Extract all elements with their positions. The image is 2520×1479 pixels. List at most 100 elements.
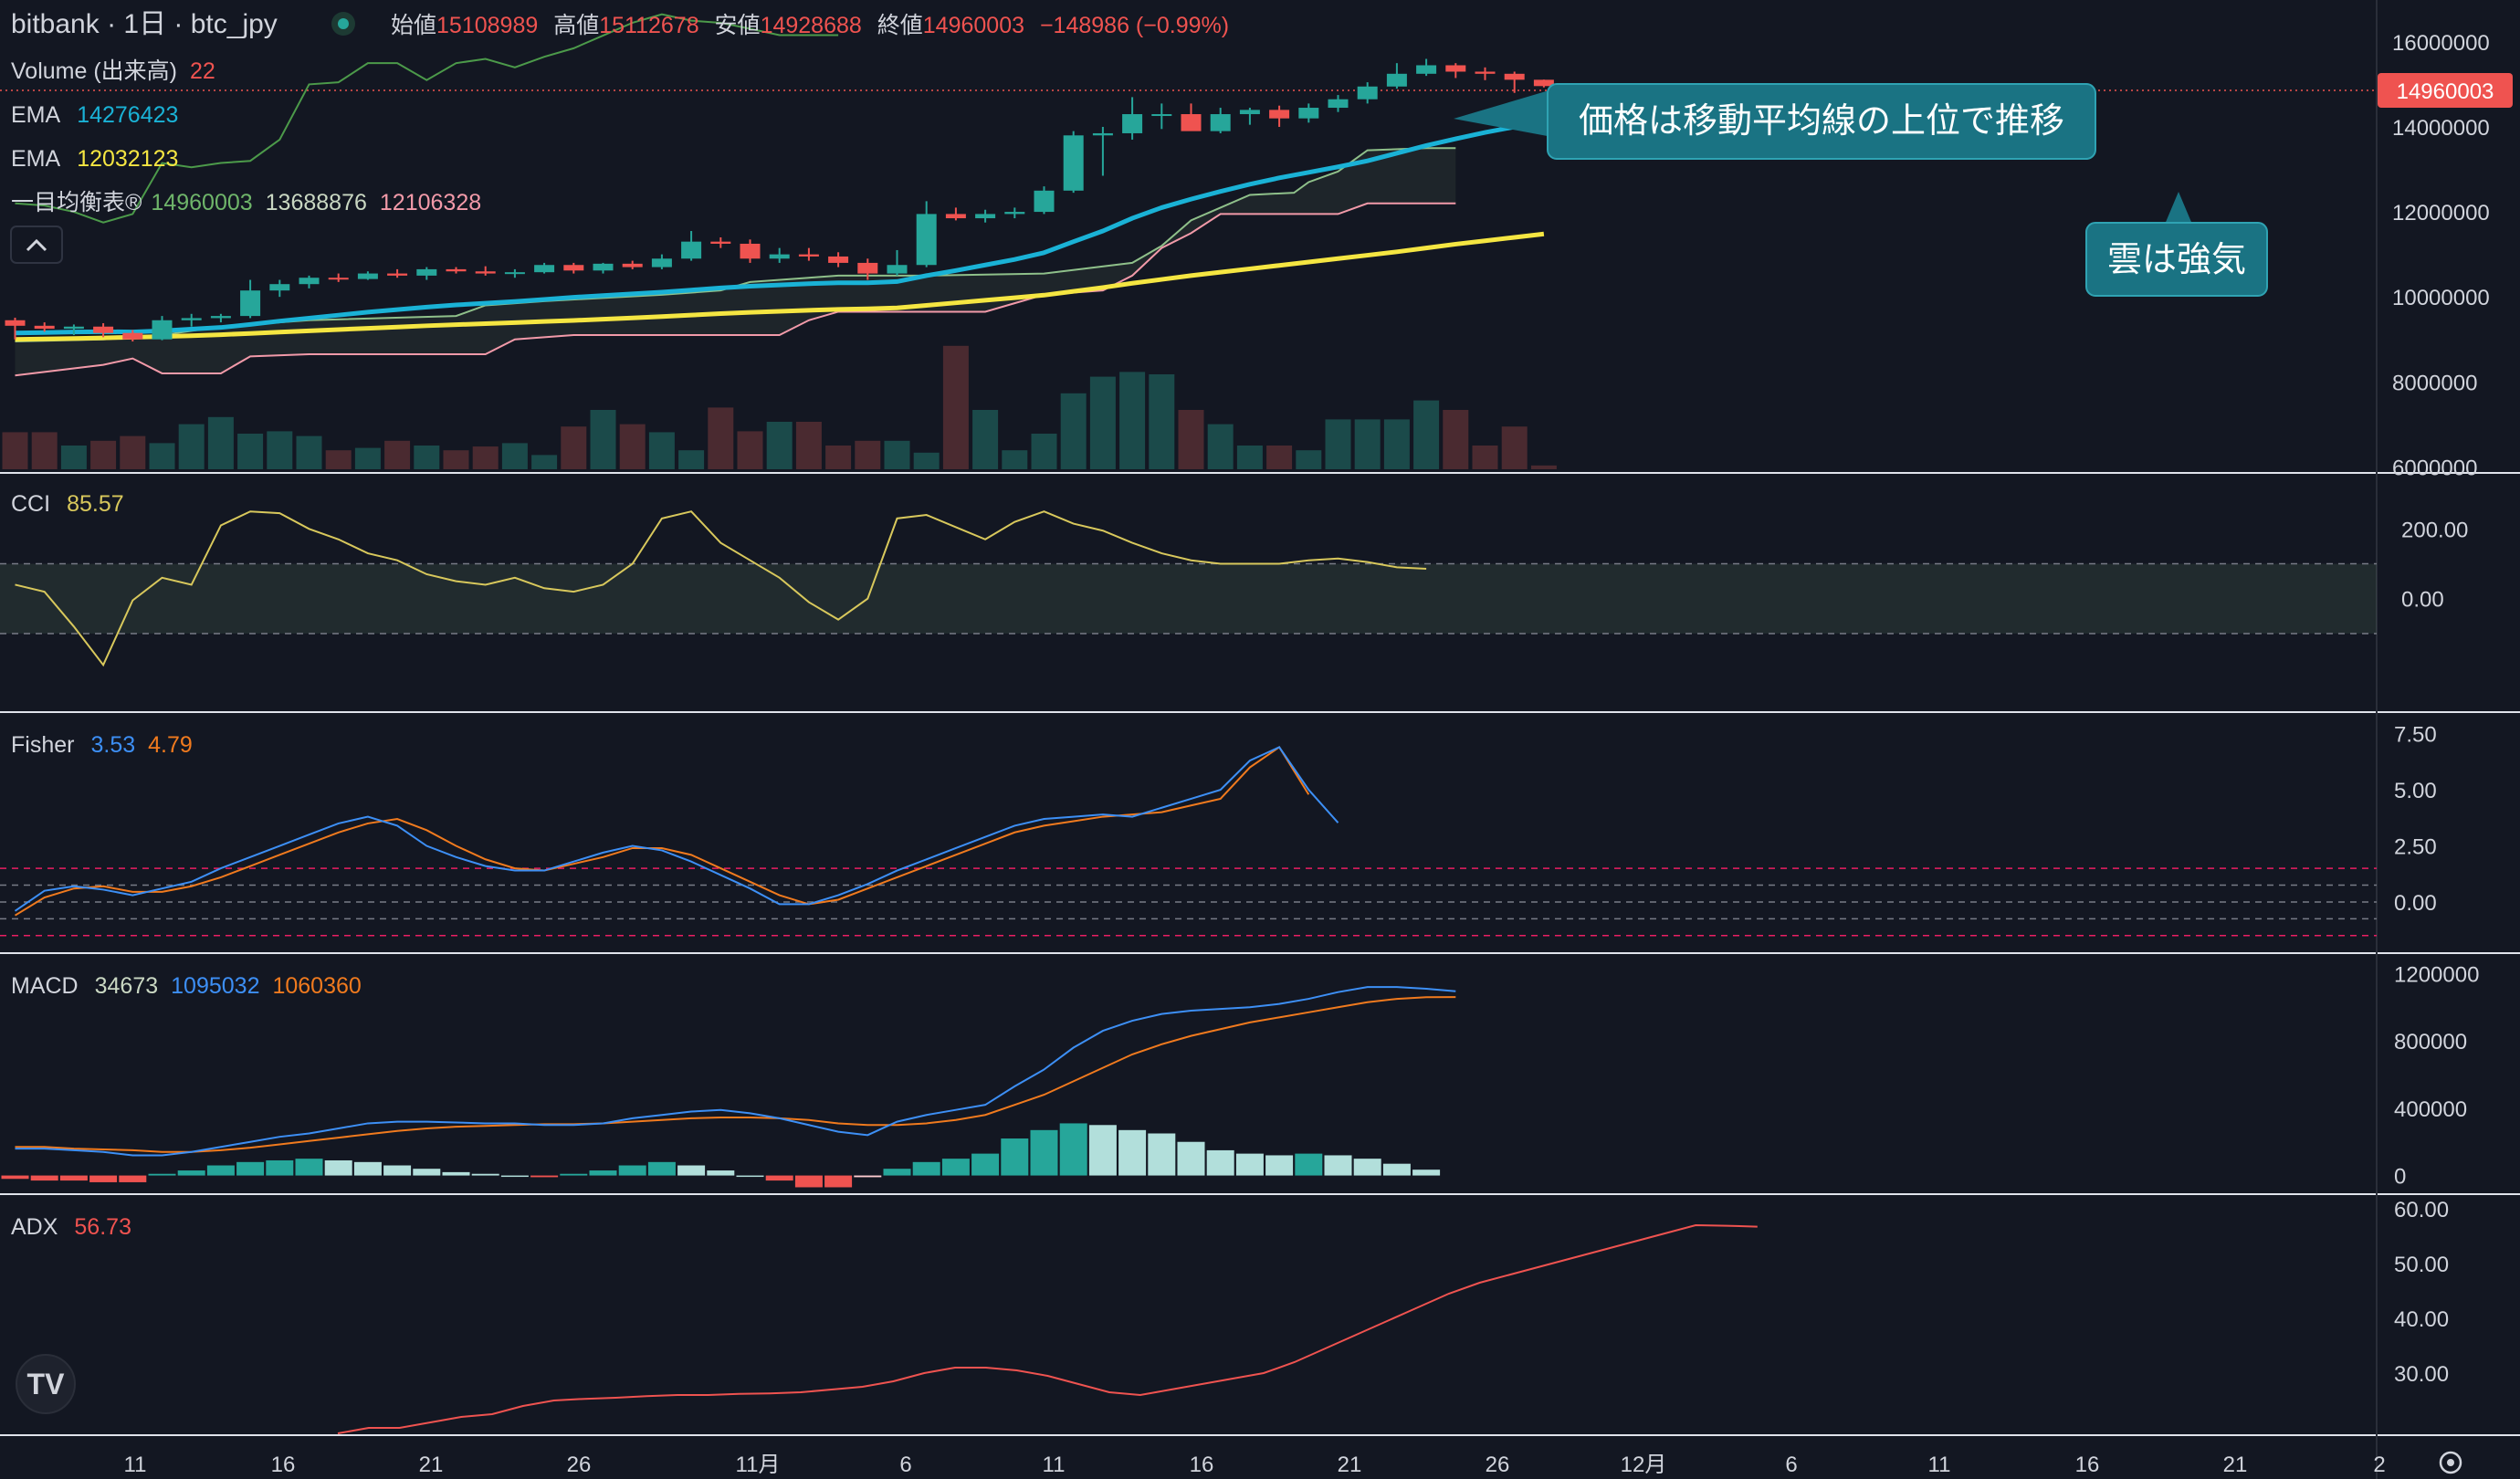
volume-bar [354,447,381,469]
macd-histogram-bar [353,1161,382,1176]
volume-bar [1354,419,1381,469]
ichimoku-legend-value-2: 13688876 [266,190,367,215]
candle-body [887,265,908,274]
candle-body [240,290,261,317]
callout-cloud-bullish[interactable]: 雲は強気 [2085,192,2268,297]
volume-bar [1119,372,1146,469]
candle-body [475,271,496,274]
candle-body [1063,135,1084,191]
time-axis-tick-label: 6 [899,1453,911,1477]
time-axis-tick-label: 16 [1190,1453,1214,1477]
volume-bar [1296,450,1322,469]
candle-body [5,320,26,326]
volume-bar [678,450,705,469]
tradingview-logo[interactable]: TV [16,1354,76,1414]
macd-histogram-bar [854,1175,882,1178]
volume-bar [31,432,58,469]
adx-legend-label: ADX [11,1214,58,1240]
svg-text:Volume (出来高)22[interactable]: Volume (出来高) 22 [11,58,215,84]
candle-body [1475,71,1496,74]
volume-bar [296,435,322,469]
macd-pane[interactable] [1,986,1456,1188]
candle-body [651,258,672,267]
candle-body [504,272,525,275]
candle-body [1210,114,1231,131]
svg-text:bitbank · 1日 · btc_jpy: bitbank · 1日 · btc_jpy [11,9,278,39]
ema-slow-line [15,231,1545,342]
volume-bar [443,450,469,469]
close-label: 終値 [877,13,923,38]
fisher-pane[interactable] [0,745,2377,937]
volume-bar [884,440,910,469]
macd-histogram-bar [177,1170,205,1176]
adx-legend-value: 56.73 [74,1214,131,1240]
volume-bar [149,443,175,469]
adx-pane[interactable] [337,1223,1758,1434]
volume-bar [708,407,734,469]
time-axis-tick-label: 11月 [736,1453,781,1477]
adx-axis-tick-label: 60.00 [2394,1198,2449,1222]
macd-axis-tick-label: 400000 [2394,1097,2467,1122]
time-axis-tick-label: 11 [1043,1453,1066,1477]
macd-histogram-bar [1001,1138,1029,1176]
macd-signal-line [15,996,1456,1153]
time-axis-tick-label: 16 [271,1453,296,1477]
candle-body [1239,110,1260,115]
volume-bar [1413,400,1440,469]
time-axis-tick-label: 26 [567,1453,592,1477]
macd-histogram-bar [59,1175,88,1181]
ichimoku-span-b [15,202,1456,377]
candle-body [1416,65,1437,74]
current-price-tag-text: 14960003 [2397,79,2494,104]
time-axis-tick-label: 6 [1785,1453,1797,1477]
callout-price-above-ma-text: 価格は移動平均線の上位で推移 [1579,102,2064,141]
macd-histogram-bar [1324,1155,1352,1176]
price-axis-tick-label: 10000000 [2392,286,2490,310]
close-value: 14960003 [923,13,1024,38]
price-pane[interactable] [0,13,2377,469]
macd-line-legend-value: 1095032 [171,973,259,999]
fisher-legend-value: 3.53 [90,732,135,758]
candle-body [1269,110,1290,119]
volume-bar [590,410,616,469]
cci-pane[interactable] [0,510,2377,667]
macd-histogram-bar [1295,1153,1323,1176]
fisher-axis-tick-label: 2.50 [2394,835,2437,860]
volume-bar [972,410,999,469]
candle-body [387,273,408,276]
price-axis-tick-label: 14000000 [2392,116,2490,141]
high-value: 15112678 [599,13,698,38]
macd-axis-tick-label: 800000 [2394,1030,2467,1054]
volume-bar [267,431,293,469]
time-axis-tick-label: 21 [1338,1453,1362,1477]
candle-body [769,254,790,259]
volume-bar [913,452,940,469]
gear-icon[interactable] [2439,1451,2462,1474]
collapse-legend-button[interactable] [10,226,63,264]
macd-histogram-bar [1088,1125,1117,1176]
candle-body [1504,73,1525,80]
price-axis[interactable]: 1600000014000000120000001000000080000006… [2392,31,2490,1387]
cci-legend-label: CCI [11,491,50,517]
candle-body [1445,65,1466,72]
time-axis-tick-label: 21 [419,1453,444,1477]
adx-axis-tick-label: 30.00 [2394,1362,2449,1387]
macd-legend-label: MACD [11,973,79,999]
time-axis-tick-label: 12月 [1621,1453,1667,1477]
adx-axis-tick-label: 40.00 [2394,1307,2449,1332]
time-axis[interactable]: 11 16 21 26 11月 6 11 16 21 26 12月 6 11 16 21 2 [124,1453,2386,1477]
change-value: −148986 (−0.99%) [1040,13,1229,38]
candle-body [93,326,114,333]
price-axis-tick-label: 6000000 [2392,456,2477,480]
callout-price-above-ma[interactable]: 価格は移動平均線の上位で推移 [1454,83,2096,160]
macd-histogram-bar [1148,1133,1176,1176]
volume-bar [414,446,440,469]
